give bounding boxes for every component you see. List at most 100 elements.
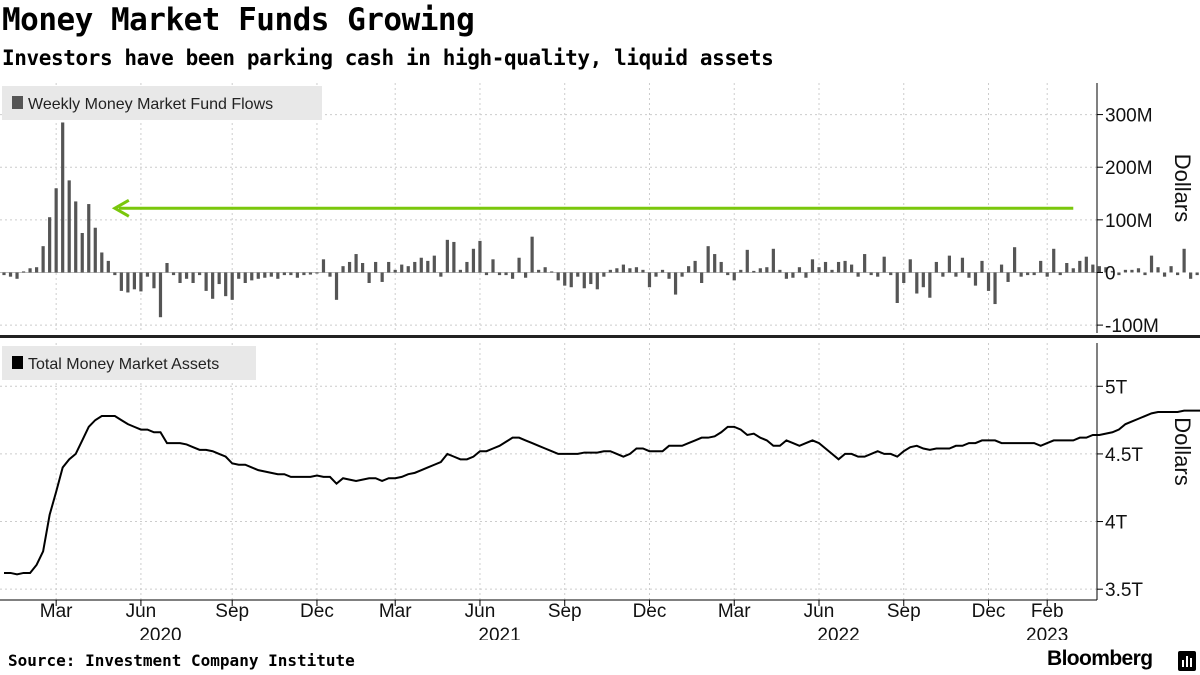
- flow-bar: [61, 122, 65, 273]
- flow-bar: [243, 272, 247, 283]
- flow-bar: [921, 272, 925, 288]
- x-tick-label: Feb: [1031, 601, 1064, 622]
- flow-bar: [986, 272, 991, 291]
- flow-bar: [380, 272, 384, 282]
- flow-bar: [204, 272, 208, 291]
- flow-bar: [256, 272, 260, 279]
- flow-bar: [1117, 272, 1121, 276]
- flow-bar: [947, 255, 951, 273]
- flow-bar: [1182, 248, 1186, 273]
- flow-bar: [132, 272, 136, 290]
- flow-bar: [850, 264, 854, 273]
- flow-bar: [902, 272, 906, 283]
- flow-bar: [706, 246, 710, 273]
- flow-bar: [524, 272, 528, 278]
- y-axis-title: Dollars: [1170, 417, 1195, 485]
- chart-subtitle: Investors have been parking cash in high…: [2, 46, 774, 70]
- flow-bar: [328, 272, 332, 277]
- flow-bar: [863, 254, 867, 273]
- flow-bar: [543, 267, 547, 273]
- flow-bar: [1045, 272, 1049, 277]
- flow-bar: [432, 255, 436, 273]
- flow-bar: [589, 272, 593, 285]
- flow-bar: [928, 272, 932, 298]
- flow-bar: [537, 269, 541, 273]
- flow-bar: [361, 263, 365, 273]
- flow-bar: [1149, 255, 1154, 273]
- flow-bar: [152, 272, 156, 289]
- flow-bar: [250, 272, 254, 281]
- flow-bar: [576, 272, 580, 277]
- flow-bar: [413, 261, 417, 273]
- flow-bar: [615, 268, 619, 273]
- flow-bar: [1013, 247, 1017, 273]
- flow-bar: [654, 272, 658, 277]
- flow-bar: [354, 254, 358, 273]
- flow-bar: [595, 272, 599, 290]
- flow-bar: [224, 272, 228, 297]
- flow-bar: [882, 256, 886, 273]
- flow-bar: [1032, 272, 1036, 276]
- flow-bar: [732, 272, 736, 281]
- flow-bar: [954, 272, 958, 277]
- flow-bar: [321, 259, 326, 273]
- flow-bar: [269, 272, 273, 277]
- flow-bar: [817, 267, 821, 273]
- legend: Weekly Money Market Fund Flows: [2, 86, 322, 120]
- flow-bar: [406, 266, 410, 273]
- flow-bar: [1026, 272, 1030, 276]
- x-tick-label: Sep: [548, 601, 582, 622]
- flow-bar: [302, 272, 306, 276]
- flow-bar: [504, 272, 508, 276]
- flow-bar: [315, 272, 319, 274]
- flow-bar: [21, 271, 26, 273]
- y-tick-label: -100M: [1105, 316, 1159, 337]
- flow-bar: [934, 261, 938, 273]
- y-tick-label: 4.5T: [1105, 445, 1143, 466]
- flow-bar: [967, 272, 971, 278]
- flow-bar: [908, 259, 912, 273]
- flow-bar: [726, 272, 730, 276]
- flow-bar: [289, 272, 293, 276]
- flow-bar: [713, 254, 717, 273]
- flow-bar: [980, 260, 984, 273]
- flow-bar: [308, 272, 313, 275]
- flow-bar: [810, 259, 815, 273]
- flow-bar: [719, 261, 723, 273]
- flow-bar: [211, 272, 215, 299]
- flow-bar: [765, 267, 769, 273]
- flow-bar: [445, 239, 449, 273]
- x-tick-label: Jun: [126, 601, 157, 622]
- flow-bar: [478, 240, 482, 273]
- x-tick-label: Mar: [40, 601, 73, 622]
- flow-bar: [1097, 266, 1101, 273]
- flow-bar: [426, 260, 430, 273]
- green-arrow-head: [111, 198, 130, 218]
- flow-bar: [452, 241, 456, 273]
- flow-bar: [282, 272, 286, 276]
- x-tick-label: Dec: [633, 601, 667, 622]
- flow-bar: [1019, 272, 1023, 277]
- flow-bar: [74, 201, 78, 273]
- flow-bar: [739, 269, 743, 273]
- flow-bar: [752, 270, 756, 273]
- flow-bar: [165, 263, 169, 273]
- flow-bar: [758, 268, 762, 273]
- flow-bar: [35, 267, 39, 273]
- flow-bar: [439, 272, 443, 277]
- flow-bar: [1195, 272, 1199, 276]
- chart-title: Money Market Funds Growing: [2, 2, 475, 38]
- flow-bar: [230, 272, 234, 300]
- flow-bar: [263, 272, 267, 278]
- flow-bar: [1189, 272, 1193, 279]
- flow-bar: [556, 272, 560, 281]
- flow-bar: [471, 248, 476, 273]
- flow-bar: [836, 261, 841, 273]
- flow-bar: [856, 272, 860, 277]
- x-year-label: 2022: [817, 625, 859, 640]
- flow-bar: [341, 266, 345, 273]
- bloomberg-logo: Bloomberg: [1047, 647, 1153, 670]
- flow-bar: [119, 272, 123, 291]
- flow-bar: [28, 268, 32, 273]
- flow-bar: [745, 249, 749, 273]
